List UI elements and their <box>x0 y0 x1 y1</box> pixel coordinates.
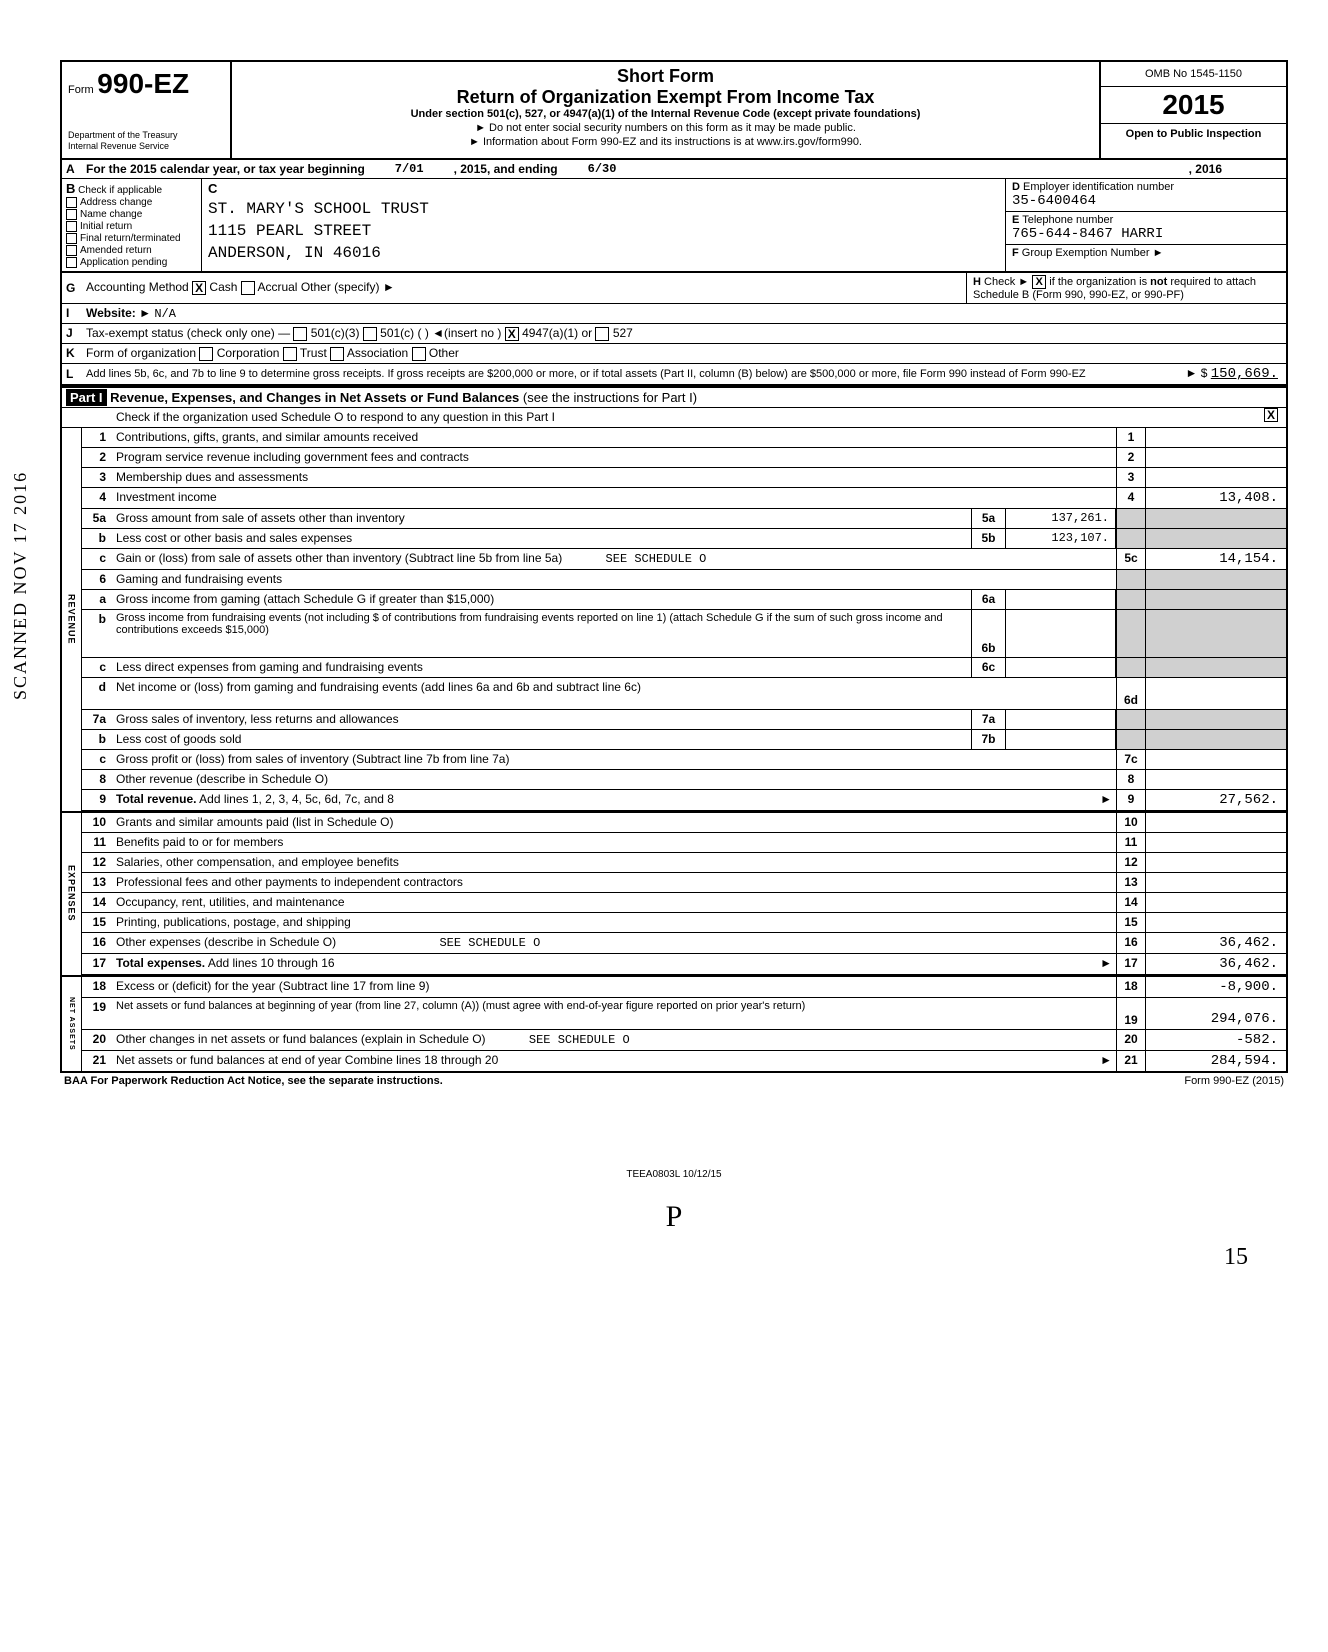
col-b-checkboxes: B Check if applicable Address change Nam… <box>62 179 202 271</box>
expenses-label: EXPENSES <box>62 813 82 975</box>
info-grid: B Check if applicable Address change Nam… <box>62 179 1286 273</box>
line-13: 13 Professional fees and other payments … <box>82 873 1286 893</box>
phone-row: E Telephone number 765-644-8467 HARRI <box>1006 212 1286 245</box>
line-4: 4 Investment income 4 13,408. <box>82 488 1286 509</box>
check-sched-o[interactable]: X <box>1264 408 1278 422</box>
row-j: J Tax-exempt status (check only one) — 5… <box>62 324 1286 344</box>
group-exempt-row: F Group Exemption Number ► <box>1006 245 1286 261</box>
ein-value: 35-6400464 <box>1012 193 1096 209</box>
line-9: 9 Total revenue. Add lines 1, 2, 3, 4, 5… <box>82 790 1286 811</box>
line-10: 10 Grants and similar amounts paid (list… <box>82 813 1286 833</box>
line-2: 2 Program service revenue including gove… <box>82 448 1286 468</box>
net-assets-label: NET ASSETS <box>62 977 82 1071</box>
line-3: 3 Membership dues and assessments 3 <box>82 468 1286 488</box>
dept-treasury: Department of the Treasury Internal Reve… <box>68 130 224 152</box>
form-label: Form <box>68 84 94 96</box>
form-990ez: Form 990-EZ Department of the Treasury I… <box>60 60 1288 1073</box>
form-header: Form 990-EZ Department of the Treasury I… <box>62 62 1286 160</box>
check-initial-return[interactable]: Initial return <box>66 221 197 232</box>
check-amended[interactable]: Amended return <box>66 245 197 256</box>
row-g-h: G Accounting Method X Cash Accrual Other… <box>62 273 1286 304</box>
form-number: 990-EZ <box>97 68 189 99</box>
form-number-cell: Form 990-EZ Department of the Treasury I… <box>62 62 232 158</box>
line-6a: a Gross income from gaming (attach Sched… <box>82 590 1286 610</box>
line-6c: c Less direct expenses from gaming and f… <box>82 658 1286 678</box>
line-18: 18 Excess or (deficit) for the year (Sub… <box>82 977 1286 998</box>
omb-cell: OMB No 1545-1150 2015 Open to Public Ins… <box>1101 62 1286 158</box>
check-sched-b[interactable]: X <box>1032 275 1046 289</box>
return-title: Return of Organization Exempt From Incom… <box>240 87 1091 108</box>
org-addr1: 1115 PEARL STREET <box>208 222 999 240</box>
line-14: 14 Occupancy, rent, utilities, and maint… <box>82 893 1286 913</box>
check-trust[interactable] <box>283 347 297 361</box>
scan-stamp: SCANNED NOV 17 2016 <box>10 471 31 700</box>
baa-notice: BAA For Paperwork Reduction Act Notice, … <box>64 1075 443 1087</box>
col-c-org: C ST. MARY'S SCHOOL TRUST 1115 PEARL STR… <box>202 179 1006 271</box>
col-de: D Employer identification number 35-6400… <box>1006 179 1286 271</box>
line-16: 16 Other expenses (describe in Schedule … <box>82 933 1286 954</box>
info-about: ► Information about Form 990-EZ and its … <box>240 136 1091 148</box>
line-1: 1 Contributions, gifts, grants, and simi… <box>82 428 1286 448</box>
line-7a: 7a Gross sales of inventory, less return… <box>82 710 1286 730</box>
omb-number: OMB No 1545-1150 <box>1101 62 1286 87</box>
check-501c[interactable] <box>363 327 377 341</box>
line-7c: c Gross profit or (loss) from sales of i… <box>82 750 1286 770</box>
gross-receipts: 150,669. <box>1211 366 1278 382</box>
part1-header: Part I Revenue, Expenses, and Changes in… <box>62 386 1286 408</box>
open-public: Open to Public Inspection <box>1101 124 1286 144</box>
phone-value: 765-644-8467 HARRI <box>1012 226 1163 242</box>
line-8: 8 Other revenue (describe in Schedule O)… <box>82 770 1286 790</box>
line-6: 6 Gaming and fundraising events <box>82 570 1286 590</box>
line-6d: d Net income or (loss) from gaming and f… <box>82 678 1286 710</box>
year-end-month: 6/30 <box>588 162 617 176</box>
check-final-return[interactable]: Final return/terminated <box>66 233 197 244</box>
check-527[interactable] <box>595 327 609 341</box>
row-k: K Form of organization Corporation Trust… <box>62 344 1286 364</box>
line-19: 19 Net assets or fund balances at beginn… <box>82 998 1286 1030</box>
year-begin: 7/01 <box>395 162 424 176</box>
org-addr2: ANDERSON, IN 46016 <box>208 244 999 262</box>
line-21: 21 Net assets or fund balances at end of… <box>82 1051 1286 1071</box>
line-5c: c Gain or (loss) from sale of assets oth… <box>82 549 1286 570</box>
short-form-title: Short Form <box>240 66 1091 87</box>
check-assoc[interactable] <box>330 347 344 361</box>
line-12: 12 Salaries, other compensation, and emp… <box>82 853 1286 873</box>
do-not-enter: ► Do not enter social security numbers o… <box>240 122 1091 134</box>
teea-code: TEEA0803L 10/12/15 <box>60 1169 1288 1180</box>
check-name-change[interactable]: Name change <box>66 209 197 220</box>
line-15: 15 Printing, publications, postage, and … <box>82 913 1286 933</box>
ein-row: D Employer identification number 35-6400… <box>1006 179 1286 212</box>
footer: BAA For Paperwork Reduction Act Notice, … <box>60 1073 1288 1089</box>
revenue-label: REVENUE <box>62 428 82 811</box>
page-number: 15 <box>60 1244 1288 1271</box>
line-6b: b Gross income from fundraising events (… <box>82 610 1286 658</box>
row-h: H Check ► X if the organization is not r… <box>966 273 1286 303</box>
line-17: 17 Total expenses. Add lines 10 through … <box>82 954 1286 975</box>
line-20: 20 Other changes in net assets or fund b… <box>82 1030 1286 1051</box>
check-cash[interactable]: X <box>192 281 206 295</box>
line-a: A For the 2015 calendar year, or tax yea… <box>62 160 1286 179</box>
check-501c3[interactable] <box>293 327 307 341</box>
check-corp[interactable] <box>199 347 213 361</box>
tax-year: 2015 <box>1101 87 1286 124</box>
initial-mark: P <box>60 1200 1288 1234</box>
line-5b: b Less cost or other basis and sales exp… <box>82 529 1286 549</box>
line-5a: 5a Gross amount from sale of assets othe… <box>82 509 1286 529</box>
title-cell: Short Form Return of Organization Exempt… <box>232 62 1101 158</box>
row-i: I Website: ► N/A <box>62 304 1286 324</box>
website-value: N/A <box>154 307 176 321</box>
check-app-pending[interactable]: Application pending <box>66 257 197 268</box>
part1-check-row: Check if the organization used Schedule … <box>62 408 1286 428</box>
check-address-change[interactable]: Address change <box>66 197 197 208</box>
line-7b: b Less cost of goods sold 7b <box>82 730 1286 750</box>
under-section: Under section 501(c), 527, or 4947(a)(1)… <box>240 108 1091 120</box>
form-ref-footer: Form 990-EZ (2015) <box>1184 1075 1284 1087</box>
row-l: L Add lines 5b, 6c, and 7b to line 9 to … <box>62 364 1286 386</box>
check-accrual[interactable] <box>241 281 255 295</box>
check-4947[interactable]: X <box>505 327 519 341</box>
check-other-org[interactable] <box>412 347 426 361</box>
org-name: ST. MARY'S SCHOOL TRUST <box>208 200 999 218</box>
line-11: 11 Benefits paid to or for members 11 <box>82 833 1286 853</box>
